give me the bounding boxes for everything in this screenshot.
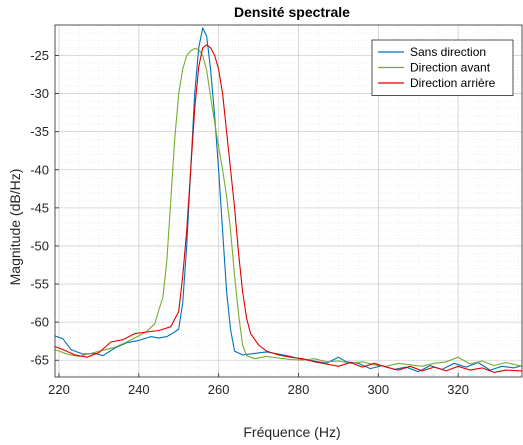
y-tick-label: -50	[30, 238, 49, 253]
y-tick-label: -55	[30, 277, 49, 292]
x-tick-label: 240	[128, 382, 150, 397]
series-layer	[55, 27, 522, 373]
x-tick-label: 260	[208, 382, 230, 397]
chart-title: Densité spectrale	[234, 4, 350, 20]
y-tick-label: -40	[30, 162, 49, 177]
grid	[55, 24, 522, 377]
legend-label: Sans direction	[410, 45, 486, 59]
legend-label: Direction avant	[410, 61, 491, 75]
x-axis-label: Fréquence (Hz)	[243, 424, 340, 440]
plot-border	[54, 24, 523, 378]
y-tick-label: -45	[30, 200, 49, 215]
series-line-3	[55, 44, 522, 373]
y-axis-label: Magnitude (dB/Hz)	[7, 169, 23, 286]
y-tick-label: -30	[30, 86, 49, 101]
x-tick-label: 280	[288, 382, 310, 397]
series-line-2	[55, 48, 522, 367]
y-tick-label: -60	[30, 315, 49, 330]
y-tick-label: -25	[30, 48, 49, 63]
y-tick-label: -65	[30, 353, 49, 368]
ticks: 220 240 260 280 300 320 -25 -30 -35 -40 -45 -50 -55 -…	[30, 48, 469, 397]
y-tick-label: -35	[30, 124, 49, 139]
x-tick-label: 300	[367, 382, 389, 397]
legend-label: Direction arrière	[410, 76, 496, 90]
series-line-1	[55, 27, 522, 373]
x-tick-label: 220	[48, 382, 70, 397]
x-tick-label: 320	[447, 382, 469, 397]
